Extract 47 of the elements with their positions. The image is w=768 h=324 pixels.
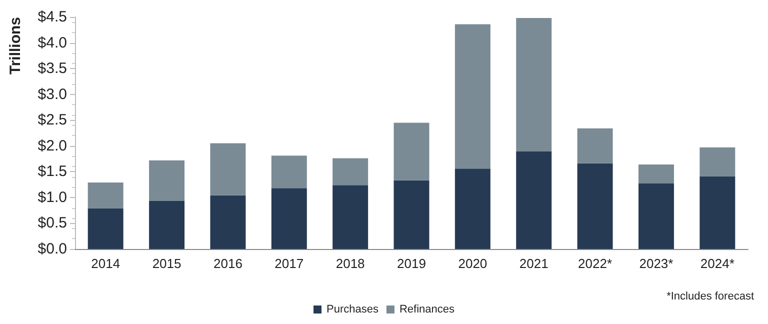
y-tick-label: $1.5 <box>38 163 67 180</box>
bar <box>700 176 736 249</box>
bar <box>454 24 490 169</box>
y-tick-label: $2.5 <box>38 112 67 129</box>
bar <box>516 152 552 249</box>
x-tick-label: 2017 <box>274 256 304 271</box>
x-tick-label: 2019 <box>397 256 426 271</box>
bar <box>638 184 674 249</box>
y-tick-label: $0.5 <box>38 214 67 232</box>
x-tick-label: 2020 <box>458 256 488 271</box>
bar <box>700 147 736 176</box>
y-tick-label: $0.0 <box>38 240 67 258</box>
bar <box>332 185 368 249</box>
bar <box>394 122 430 180</box>
bar <box>454 168 490 249</box>
bar <box>210 195 246 249</box>
x-tick-label: 2023* <box>639 256 674 271</box>
y-tick-label: $1.0 <box>38 188 67 206</box>
y-tick-label: $3.5 <box>38 60 67 78</box>
bar <box>149 160 185 202</box>
text: *Includes forecast <box>666 290 754 302</box>
y-tick-label: $2.0 <box>38 137 67 154</box>
bar <box>271 188 307 249</box>
bar <box>516 18 552 152</box>
bar <box>577 128 613 164</box>
bar <box>332 158 368 186</box>
legend-label: Purchases <box>326 304 379 316</box>
bar <box>271 156 307 188</box>
bar <box>638 164 674 184</box>
y-tick-label: $4.5 <box>38 8 67 26</box>
bar <box>149 201 185 249</box>
x-tick-label: 2016 <box>213 256 242 271</box>
x-tick-label: 2022* <box>578 256 612 271</box>
bar <box>88 208 124 249</box>
x-tick-label: 2021 <box>519 256 548 271</box>
bar <box>210 143 246 196</box>
legend-label: Refinances <box>399 304 455 316</box>
bar <box>88 182 124 208</box>
x-tick-label: 2024* <box>700 256 734 271</box>
y-tick-label: $4.0 <box>38 34 67 52</box>
x-tick-label: 2018 <box>336 256 365 271</box>
bar <box>577 163 613 249</box>
x-tick-label: 2015 <box>152 256 182 271</box>
y-tick-label: $3.0 <box>38 86 67 103</box>
bar <box>394 180 430 249</box>
x-tick-label: 2014 <box>91 256 120 271</box>
y-axis-title: Trillions <box>7 17 24 75</box>
